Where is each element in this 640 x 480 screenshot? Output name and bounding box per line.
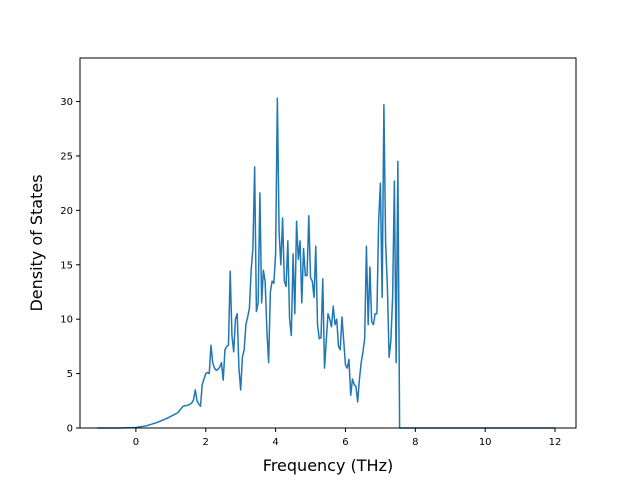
x-ticks: 0 2 4 6 8 10 12 [133,428,562,448]
y-ticks: 0 5 10 15 20 25 30 [60,97,80,435]
x-tick-label: 10 [479,437,492,448]
x-tick-label: 8 [412,437,418,448]
y-axis-label: Density of States [27,174,46,311]
x-tick-label: 0 [133,437,139,448]
y-tick-label: 15 [60,260,73,271]
y-tick-label: 10 [60,315,73,326]
x-tick-label: 6 [342,437,348,448]
y-tick-label: 5 [67,369,73,380]
y-tick-label: 25 [60,151,73,162]
x-axis-label: Frequency (THz) [263,456,393,475]
x-tick-label: 12 [549,437,562,448]
y-tick-label: 0 [67,424,73,435]
plot-frame [79,57,577,429]
plot-area [80,58,576,428]
y-tick-label: 30 [60,97,73,108]
x-tick-label: 2 [203,437,209,448]
y-tick-label: 20 [60,206,73,217]
x-tick-label: 4 [272,437,278,448]
